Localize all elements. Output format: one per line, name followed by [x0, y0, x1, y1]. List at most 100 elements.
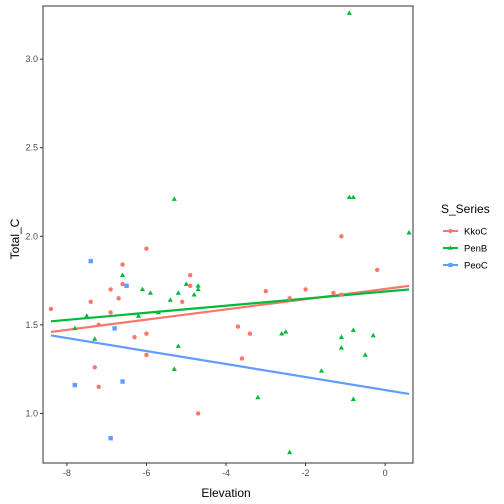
data-point	[318, 368, 325, 373]
data-point	[144, 246, 149, 251]
data-point	[370, 332, 376, 338]
legend: S_Series KkoC PenB PeoC	[441, 202, 490, 272]
data-point	[191, 292, 197, 297]
data-point	[195, 283, 201, 288]
data-points	[48, 10, 412, 455]
y-tick-label: 1.5	[25, 320, 38, 330]
legend-label: PenB	[464, 244, 487, 255]
data-point	[374, 267, 380, 273]
data-point	[239, 356, 245, 361]
data-point	[48, 306, 54, 312]
data-point	[263, 288, 268, 294]
legend-item-kkoc: KkoC	[443, 227, 487, 238]
legend-item-penb: PenB	[443, 244, 487, 255]
data-point	[346, 10, 352, 15]
data-point	[108, 436, 113, 441]
plot-panel	[42, 5, 414, 464]
data-point	[120, 262, 125, 267]
data-point	[331, 290, 336, 296]
x-tick-label: -2	[302, 468, 310, 478]
data-point	[72, 382, 78, 388]
data-point	[235, 324, 241, 329]
legend-label: PeoC	[464, 261, 488, 272]
data-point	[350, 327, 356, 332]
data-point	[188, 273, 193, 278]
data-point	[406, 230, 412, 235]
data-point	[175, 343, 181, 348]
data-point	[88, 258, 93, 264]
data-point	[350, 194, 356, 200]
data-point	[72, 325, 78, 331]
data-point	[96, 384, 101, 390]
series-peoc	[72, 258, 129, 441]
data-point	[92, 336, 98, 341]
legend-item-peoc: PeoC	[443, 261, 488, 272]
y-tick-label: 2.5	[25, 143, 38, 153]
data-point	[338, 345, 344, 350]
fit-line-peoc	[50, 334, 410, 396]
x-tick-label: 0	[383, 468, 388, 478]
data-point	[279, 330, 285, 336]
data-point	[195, 411, 201, 416]
y-tick-label: 3.0	[25, 54, 38, 64]
x-axis-title: Elevation	[201, 486, 250, 500]
data-point	[338, 334, 344, 339]
data-point	[171, 196, 177, 201]
data-point	[144, 331, 149, 336]
data-point	[287, 296, 292, 301]
data-point	[88, 299, 93, 305]
data-point	[339, 234, 344, 239]
y-tick-label: 2.0	[25, 231, 38, 241]
data-point	[132, 335, 137, 340]
data-point	[112, 326, 117, 331]
data-point	[147, 290, 153, 295]
axes: -8 -6 -4 -2 0 1.0 1.5 2.0 2.5 3.0	[25, 54, 387, 478]
data-point	[287, 449, 293, 455]
data-point	[135, 313, 142, 318]
data-point	[155, 309, 161, 315]
series-kkoc	[48, 234, 380, 416]
data-point	[120, 281, 125, 287]
data-point	[84, 313, 90, 318]
regression-lines	[50, 284, 410, 396]
data-point	[183, 281, 189, 286]
data-point	[124, 283, 129, 289]
data-point	[108, 287, 113, 292]
fit-line-penb	[50, 288, 410, 323]
data-point	[350, 396, 356, 401]
data-point	[346, 194, 352, 200]
y-tick-label: 1.0	[25, 408, 38, 418]
fit-line-kkoc	[50, 284, 410, 334]
data-point	[144, 352, 149, 358]
data-point	[116, 296, 121, 301]
data-point	[171, 366, 177, 371]
data-point	[362, 352, 368, 357]
data-point	[167, 297, 173, 302]
data-point	[175, 290, 181, 295]
legend-key-marker	[448, 245, 453, 250]
y-axis-title: Total_C	[8, 218, 22, 259]
data-point	[339, 292, 344, 297]
data-point	[139, 286, 146, 292]
data-point	[92, 365, 97, 370]
legend-key-marker	[448, 228, 453, 234]
data-point	[247, 331, 253, 336]
data-point	[303, 287, 308, 292]
data-point	[120, 379, 125, 384]
data-point	[96, 322, 101, 328]
data-point	[188, 283, 193, 289]
data-point	[283, 329, 289, 334]
data-point	[180, 299, 185, 305]
series-penb	[72, 10, 412, 455]
legend-key-marker	[448, 262, 453, 268]
panel-border	[42, 5, 414, 464]
data-point	[120, 272, 126, 277]
data-point	[255, 394, 261, 400]
data-point	[108, 310, 113, 315]
x-tick-label: -8	[63, 468, 71, 478]
x-tick-label: -6	[142, 468, 150, 478]
legend-label: KkoC	[464, 227, 487, 238]
data-point	[195, 286, 201, 292]
